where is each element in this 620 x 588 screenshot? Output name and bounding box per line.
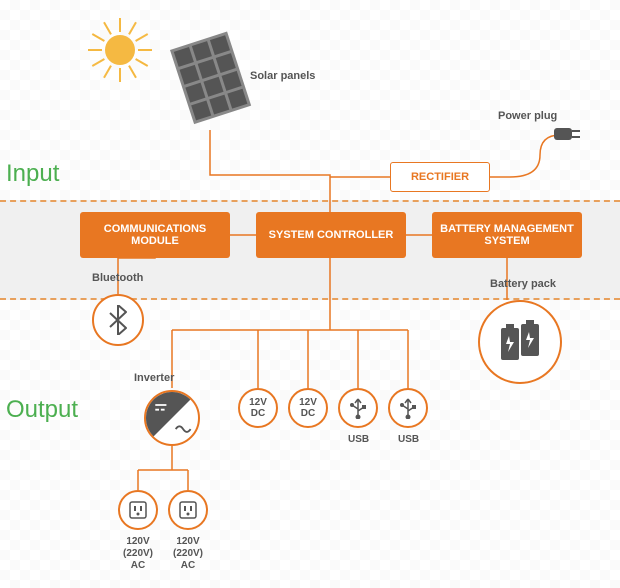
diagram-stage: Input Output Solar panels Power plug Blu… — [0, 0, 620, 588]
dc-output-2-circle: 12V DC — [288, 388, 328, 428]
usb2-label: USB — [398, 434, 418, 445]
usb1-label: USB — [348, 434, 368, 445]
dc-output-1-circle: 12V DC — [238, 388, 278, 428]
dc2-line2: DC — [301, 408, 315, 419]
comms-module-box: COMMUNICATIONS MODULE — [80, 212, 230, 258]
bluetooth-icon — [106, 305, 130, 335]
output-section-label: Output — [6, 396, 78, 424]
inverter-label: Inverter — [134, 372, 174, 384]
bluetooth-circle — [92, 294, 144, 346]
solar-panels-label: Solar panels — [250, 70, 315, 82]
outlet1-label: 120V (220V) AC — [118, 536, 158, 572]
usb-output-1-circle — [338, 388, 378, 428]
out1-l3: AC — [131, 560, 145, 571]
outlet-icon — [177, 499, 199, 521]
out2-l2: (220V) — [173, 548, 203, 559]
dc1-line1: 12V — [249, 397, 267, 408]
out1-l1: 120V — [126, 536, 149, 547]
out2-l3: AC — [181, 560, 195, 571]
out2-l1: 120V — [176, 536, 199, 547]
battery-pack-circle — [478, 300, 562, 384]
dc2-line1: 12V — [299, 397, 317, 408]
battery-mgmt-box: BATTERY MANAGEMENT SYSTEM — [432, 212, 582, 258]
rectifier-box: RECTIFIER — [390, 162, 490, 192]
ac-outlet-2-circle — [168, 490, 208, 530]
power-plug-label: Power plug — [498, 110, 557, 122]
system-controller-box: SYSTEM CONTROLLER — [256, 212, 406, 258]
bluetooth-label: Bluetooth — [92, 272, 143, 284]
usb-icon — [347, 397, 369, 419]
inverter-icon — [146, 390, 198, 446]
out1-l2: (220V) — [123, 548, 153, 559]
inverter-circle — [144, 390, 200, 446]
outlet2-label: 120V (220V) AC — [168, 536, 208, 572]
usb-output-2-circle — [388, 388, 428, 428]
battery-pack-label: Battery pack — [490, 278, 556, 290]
battery-icon — [495, 320, 545, 364]
input-section-label: Input — [6, 160, 59, 188]
usb-icon — [397, 397, 419, 419]
dc1-line2: DC — [251, 408, 265, 419]
outlet-icon — [127, 499, 149, 521]
ac-outlet-1-circle — [118, 490, 158, 530]
